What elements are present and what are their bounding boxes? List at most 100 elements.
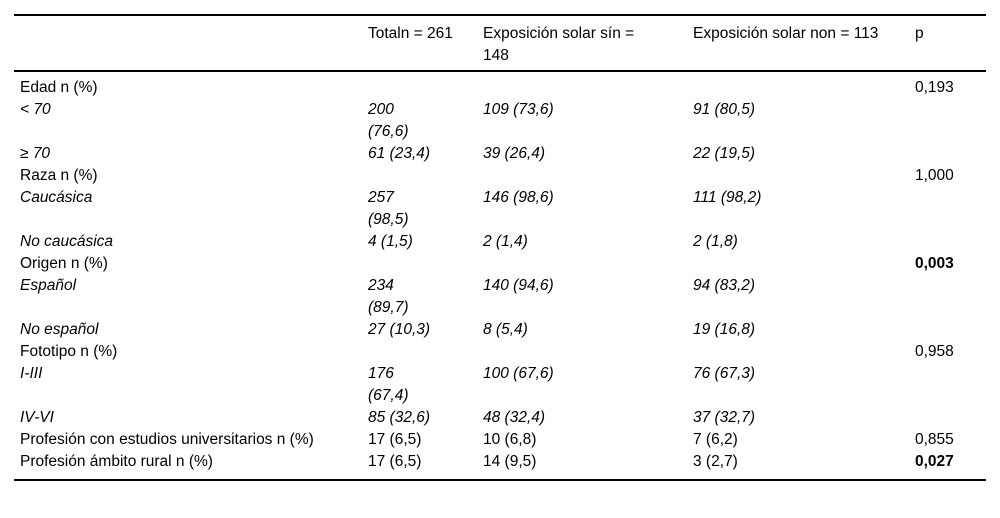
row-label-cell: Caucásica (14, 187, 368, 231)
row-label-cell: Profesión con estudios universitarios n … (14, 429, 368, 451)
exposicion-sin-cell: 8 (5,4) (483, 319, 693, 341)
exposicion-sin-cell-text: 48 (32,4) (483, 409, 546, 426)
exposicion-sin-cell-text: 14 (9,5) (483, 453, 537, 470)
total-cell-text: 234 (89,7) (368, 277, 409, 316)
row-label-cell-text: Fototipo n (%) (20, 343, 118, 360)
exposicion-sin-cell: 2 (1,4) (483, 231, 693, 253)
p-value-cell (915, 363, 986, 407)
table-row: Profesión con estudios universitarios n … (14, 429, 986, 451)
table-row: Profesión ámbito rural n (%) 17 (6,5) 14 (… (14, 451, 986, 480)
total-cell: 17 (6,5) (368, 429, 483, 451)
p-value-cell: 0,193 (915, 71, 986, 99)
table-body: Edad n (%) 0,193 < 70 200 (76,6) 109 (73,6) 9… (14, 71, 986, 480)
row-label-cell: Fototipo n (%) (14, 341, 368, 363)
statistics-table: Totaln = 261 Exposición solar sín = 148 … (14, 14, 986, 481)
exposicion-non-cell-text: 91 (80,5) (693, 101, 756, 118)
total-cell: 176 (67,4) (368, 363, 483, 407)
p-value-cell (915, 407, 986, 429)
exposicion-sin-cell (483, 71, 693, 99)
p-value-cell: 0,003 (915, 253, 986, 275)
p-value-cell-text: 0,193 (915, 79, 954, 96)
exposicion-sin-cell-text: 8 (5,4) (483, 321, 528, 338)
exposicion-sin-cell (483, 341, 693, 363)
p-value-cell-text: 0,027 (915, 453, 954, 470)
exposicion-non-cell-text: 37 (32,7) (693, 409, 756, 426)
exposicion-sin-cell-text: 39 (26,4) (483, 145, 546, 162)
exposicion-sin-cell: 100 (67,6) (483, 363, 693, 407)
row-label-cell: IV-VI (14, 407, 368, 429)
exposicion-sin-cell: 140 (94,6) (483, 275, 693, 319)
total-cell-text: 17 (6,5) (368, 431, 422, 448)
exposicion-sin-cell: 39 (26,4) (483, 143, 693, 165)
exposicion-non-cell: 76 (67,3) (693, 363, 915, 407)
exposicion-non-cell: 94 (83,2) (693, 275, 915, 319)
exposicion-sin-cell-text: 10 (6,8) (483, 431, 537, 448)
exposicion-non-cell: 22 (19,5) (693, 143, 915, 165)
p-value-cell (915, 99, 986, 143)
column-header-total: Totaln = 261 (368, 15, 483, 72)
row-label-cell-text: Edad n (%) (20, 79, 98, 96)
table-row: I-III 176 (67,4) 100 (67,6) 76 (67,3) (14, 363, 986, 407)
exposicion-non-cell (693, 71, 915, 99)
total-cell: 257 (98,5) (368, 187, 483, 231)
exposicion-sin-cell: 146 (98,6) (483, 187, 693, 231)
total-cell: 200 (76,6) (368, 99, 483, 143)
total-cell: 61 (23,4) (368, 143, 483, 165)
exposicion-non-cell: 19 (16,8) (693, 319, 915, 341)
column-header-exposicion-non-label: Exposición solar non = 113 (693, 25, 879, 42)
row-label-cell-text: I-III (20, 365, 43, 382)
row-label-cell: Raza n (%) (14, 165, 368, 187)
column-header-exposicion-sin: Exposición solar sín = 148 (483, 15, 693, 72)
exposicion-sin-cell-text: 100 (67,6) (483, 365, 554, 382)
row-label-cell-text: Profesión con estudios universitarios n … (20, 431, 314, 448)
column-header-p-label: p (915, 25, 924, 42)
row-label-cell: No español (14, 319, 368, 341)
p-value-cell: 1,000 (915, 165, 986, 187)
total-cell: 4 (1,5) (368, 231, 483, 253)
exposicion-non-cell-text: 111 (98,2) (693, 189, 762, 206)
total-cell-text: 4 (1,5) (368, 233, 413, 250)
exposicion-non-cell-text: 2 (1,8) (693, 233, 738, 250)
total-cell-text: 27 (10,3) (368, 321, 431, 338)
row-label-cell-text: Profesión ámbito rural n (%) (20, 453, 213, 470)
p-value-cell (915, 143, 986, 165)
row-label-cell: Edad n (%) (14, 71, 368, 99)
exposicion-sin-cell (483, 253, 693, 275)
row-label-cell-text: ≥ 70 (20, 145, 51, 162)
exposicion-sin-cell: 109 (73,6) (483, 99, 693, 143)
exposicion-sin-cell (483, 165, 693, 187)
exposicion-sin-cell: 10 (6,8) (483, 429, 693, 451)
exposicion-non-cell: 2 (1,8) (693, 231, 915, 253)
table-row: Edad n (%) 0,193 (14, 71, 986, 99)
table-row: No caucásica 4 (1,5) 2 (1,4) 2 (1,8) (14, 231, 986, 253)
exposicion-sin-cell: 14 (9,5) (483, 451, 693, 480)
table-row: Caucásica 257 (98,5) 146 (98,6) 111 (98,2) (14, 187, 986, 231)
table-row: ≥ 70 61 (23,4) 39 (26,4) 22 (19,5) (14, 143, 986, 165)
row-label-cell: Origen n (%) (14, 253, 368, 275)
exposicion-sin-cell-text: 140 (94,6) (483, 277, 554, 294)
column-header-exposicion-non: Exposición solar non = 113 (693, 15, 915, 72)
p-value-cell-text: 0,958 (915, 343, 954, 360)
total-cell: 17 (6,5) (368, 451, 483, 480)
p-value-cell: 0,855 (915, 429, 986, 451)
column-header-p: p (915, 15, 986, 72)
total-cell-text: 257 (98,5) (368, 189, 409, 228)
total-cell (368, 253, 483, 275)
row-label-cell: No caucásica (14, 231, 368, 253)
total-cell: 27 (10,3) (368, 319, 483, 341)
table-row: Raza n (%) 1,000 (14, 165, 986, 187)
row-label-cell-text: < 70 (20, 101, 51, 118)
exposicion-non-cell-text: 76 (67,3) (693, 365, 756, 382)
table-row: No español 27 (10,3) 8 (5,4) 19 (16,8) (14, 319, 986, 341)
row-label-cell-text: IV-VI (20, 409, 54, 426)
row-label-cell-text: No español (20, 321, 99, 338)
table-row: IV-VI 85 (32,6) 48 (32,4) 37 (32,7) (14, 407, 986, 429)
total-cell-text: 61 (23,4) (368, 145, 431, 162)
p-value-cell (915, 187, 986, 231)
exposicion-non-cell-text: 22 (19,5) (693, 145, 756, 162)
exposicion-sin-cell: 48 (32,4) (483, 407, 693, 429)
table-row: Fototipo n (%) 0,958 (14, 341, 986, 363)
p-value-cell-text: 1,000 (915, 167, 954, 184)
exposicion-non-cell: 111 (98,2) (693, 187, 915, 231)
p-value-cell: 0,958 (915, 341, 986, 363)
